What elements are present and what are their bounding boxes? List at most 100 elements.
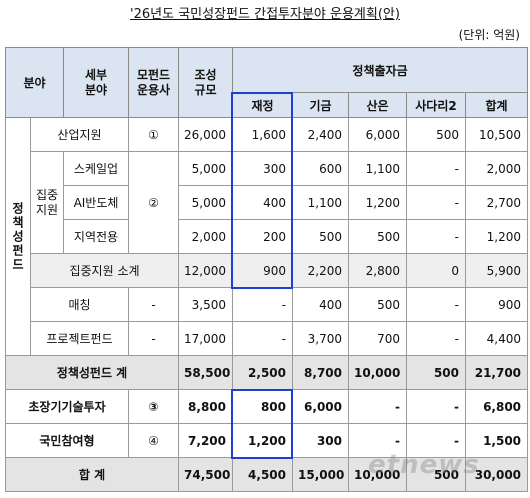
cell: 모펀드 운용사 [128, 47, 179, 118]
cell: 국민참여형 [5, 423, 129, 458]
value-cell: 2,000 [178, 219, 233, 254]
value-cell: 8,800 [178, 389, 233, 424]
value-cell: 74,500 [178, 457, 233, 492]
value-cell: 26,000 [178, 117, 233, 152]
value-cell: 500 [348, 219, 407, 254]
tr: 프로젝트펀드 -17,000-3,700 700-4,400 [6, 321, 529, 356]
cell: 매칭 [30, 287, 129, 322]
span: 집중 [35, 187, 59, 202]
value-cell: 500 [292, 219, 349, 254]
watermark: etnews [368, 450, 480, 480]
tbody: 정책성펀드 산업지원 ① 26,000 1,600 2,400 6,000 500 10,… [5, 117, 529, 492]
cell: ④ [128, 423, 179, 458]
value-cell: 2,500 [232, 355, 293, 390]
plan-table: 분야 세부 분야 모펀드 운용사 조성 규모 정책출자금 재정 기금 산은 사다리2 합계 … [5, 47, 529, 492]
cell: AI반도체 [63, 185, 129, 220]
span: 지원 [35, 202, 59, 217]
value-cell: 21,700 [464, 355, 529, 390]
value-cell: 400 [232, 185, 293, 220]
value-cell: 1,200 [232, 423, 293, 458]
cell: 세부 분야 [63, 47, 129, 118]
cell: ② [128, 151, 179, 254]
cell: 지역전용 [63, 219, 129, 254]
tr: 정책성펀드 계 58,500 2,500 8,700 10,000 500 21,700 [5, 355, 529, 390]
cell: 초장기기술투자 [5, 389, 129, 424]
value-cell: 10,000 [348, 457, 407, 492]
value-cell: - [232, 287, 293, 322]
tr: 초장기기술투자 ③ 8,800 800 6,000- -6,800 [5, 389, 529, 424]
cell: 스케일업 [63, 151, 129, 186]
unit: (단위: 억원) [458, 28, 520, 42]
cell: 집중지원 소계 [30, 253, 179, 288]
cell: 합 계 [5, 457, 179, 492]
value-cell: - [406, 287, 466, 322]
value-cell: 5,900 [464, 253, 529, 288]
value-cell: 4,500 [232, 457, 293, 492]
tr: AI반도체 5,000 400 1,100 1,200-2,700 [6, 185, 529, 220]
value-cell: 300 [232, 151, 293, 186]
span: 운용사 [136, 82, 171, 97]
tr: 재정 기금 산은 사다리2 합계 [6, 92, 529, 118]
value-cell: 6,000 [292, 389, 349, 424]
span: 분야 [84, 82, 108, 97]
value-cell: 17,000 [178, 321, 233, 356]
value-cell: 2,200 [292, 253, 349, 288]
value-cell: - [406, 151, 466, 186]
value-cell: 400 [292, 287, 349, 322]
tr: 지역전용 2,000 200 500 500-1,200 [6, 219, 529, 254]
value-cell: - [232, 321, 293, 356]
tr: 합 계 74,500 4,500 15,000 10,000 500 30,000 [5, 457, 529, 492]
cell: 사다리2 [406, 92, 466, 118]
value-cell: 10,500 [464, 117, 529, 152]
value-cell: 3,500 [178, 287, 233, 322]
value-cell: 30,000 [464, 457, 529, 492]
value-cell: 15,000 [292, 457, 349, 492]
value-cell: 6,000 [348, 117, 407, 152]
thead: 분야 세부 분야 모펀드 운용사 조성 규모 정책출자금 재정 기금 산은 사다리2 합계 [5, 47, 529, 118]
cell: 재정 [232, 92, 293, 118]
cell: 합계 [464, 92, 529, 118]
cell: 산업지원 [30, 117, 129, 152]
value-cell: 2,400 [292, 117, 349, 152]
value-cell: 300 [292, 423, 349, 458]
value-cell: 1,500 [464, 423, 529, 458]
value-cell: 700 [348, 321, 407, 356]
value-cell: 500 [406, 117, 466, 152]
value-cell: 12,000 [178, 253, 233, 288]
value-cell: - [406, 321, 466, 356]
span: 모펀드 [136, 67, 171, 82]
value-cell: 58,500 [178, 355, 233, 390]
value-cell: 7,200 [178, 423, 233, 458]
title: '26년도 국민성장펀드 간접투자분야 운용계획(안) [130, 7, 400, 22]
tr: 정책성펀드 산업지원 ① 26,000 1,600 2,400 6,000 500 10,… [5, 117, 529, 356]
value-cell: 500 [406, 355, 466, 390]
span: 조성 [194, 67, 217, 82]
cell: ③ [128, 389, 179, 424]
value-cell: 2,800 [348, 253, 407, 288]
cell: 분야 [5, 47, 64, 118]
value-cell: 5,000 [178, 151, 233, 186]
cell: 정책성펀드 [5, 117, 31, 356]
cell: 정책성펀드 계 [5, 355, 179, 390]
value-cell: 10,000 [348, 355, 407, 390]
value-cell: - [406, 219, 466, 254]
value-cell: 0 [406, 253, 466, 288]
cell: 프로젝트펀드 [30, 321, 129, 356]
value-cell: 600 [292, 151, 349, 186]
tr: 집중 지원 스케일업 ② 5,000 300 600 1,100-2,000 [6, 151, 529, 254]
cell: 산은 [348, 92, 407, 118]
tr: 분야 세부 분야 모펀드 운용사 조성 규모 정책출자금 [5, 47, 529, 118]
value-cell: 1,600 [232, 117, 293, 152]
cell: - [128, 321, 179, 356]
value-cell: 4,400 [464, 321, 529, 356]
value-cell: 8,700 [292, 355, 349, 390]
tr: 매칭 -3,500-400 500-900 [6, 287, 529, 322]
tr: 집중지원 소계 12,000 900 2,200 2,800 0 5,900 [6, 253, 529, 288]
cell: ① [128, 117, 179, 152]
value-cell: 200 [232, 219, 293, 254]
value-cell: - [348, 389, 407, 424]
value-cell: 800 [232, 389, 293, 424]
value-cell: 3,700 [292, 321, 349, 356]
value-cell: 2,700 [464, 185, 529, 220]
